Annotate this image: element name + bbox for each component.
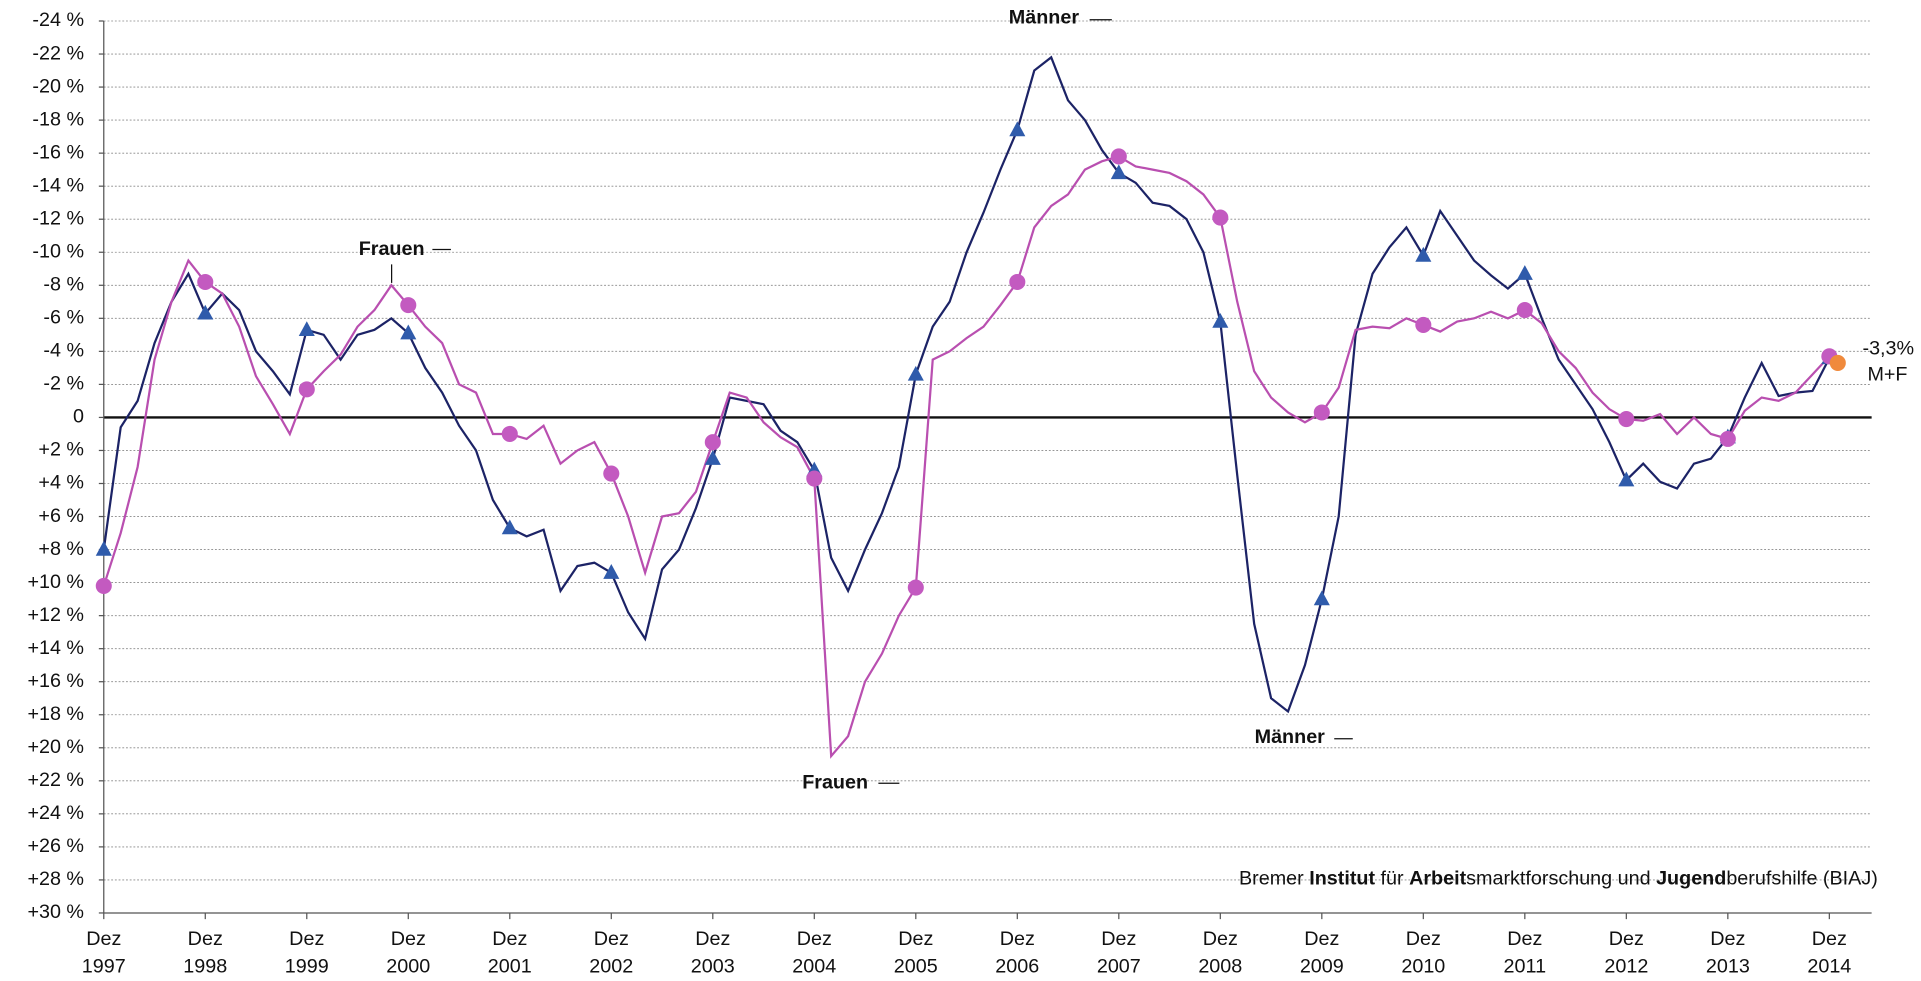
y-tick-label: +24 % [27,802,84,824]
y-tick-label: -16 % [32,141,84,163]
y-tick-label: -14 % [32,174,84,196]
x-tick-label: Dez 2013 [1705,929,1750,978]
marker [95,577,112,594]
marker [1516,265,1533,280]
y-tick-label: +30 % [27,901,84,923]
y-tick-label: -4 % [43,340,84,362]
point-marker [1829,354,1846,371]
x-tick-label: Dez 2009 [1299,929,1344,978]
marker [400,324,417,340]
x-tick-label: Dez 2004 [792,929,837,978]
marker [907,579,924,596]
x-tick-label: Dez 2010 [1401,929,1446,978]
marker [1212,312,1229,328]
y-tick-label: -10 % [32,240,84,262]
x-tick-label: Dez 2000 [386,929,431,978]
x-tick-label: Dez 2001 [487,929,532,978]
y-tick-label: -2 % [43,373,84,395]
series-line [102,155,1831,759]
x-tick-label: Dez 2008 [1198,929,1243,978]
y-tick-label: +26 % [27,835,84,857]
source-part: für [1375,868,1409,890]
marker [1110,148,1127,165]
marker [1618,411,1635,428]
annotation: Frauen [359,238,425,260]
y-tick-label: -12 % [32,207,84,229]
source-part: Bremer [1239,868,1309,890]
x-tick-label: Dez 1997 [81,929,126,978]
y-tick-label: -18 % [32,108,84,130]
x-tick-label: Dez 2007 [1096,929,1141,978]
y-tick-label: +2 % [38,439,84,461]
x-tick-label: Dez 1999 [284,929,329,978]
series-line [102,55,1831,714]
marker [704,450,721,465]
x-tick-label: Dez 2014 [1807,929,1852,978]
source: Bremer Institut für Arbeitsmarktforschun… [1239,868,1878,890]
source-part: Institut [1309,868,1375,890]
marker [603,564,620,579]
marker [704,434,721,451]
marker [1009,273,1026,291]
point-label: -3,3% [1863,338,1915,360]
marker [501,519,518,535]
marker [1313,404,1330,421]
marker [197,304,214,320]
y-tick-label: -8 % [43,274,84,296]
marker [298,321,315,337]
marker [400,297,417,314]
x-tick-label: Dez 2002 [589,929,634,978]
x-tick-label: Dez 2011 [1503,929,1547,978]
y-tick-label: +4 % [38,472,84,494]
y-tick-label: -24 % [32,9,84,31]
y-tick-label: +14 % [27,637,84,659]
marker [1009,121,1026,137]
x-tick-label: Dez 1998 [183,929,228,978]
marker [95,540,112,556]
y-tick-label: +12 % [27,604,84,626]
y-tick-label: +6 % [38,505,84,527]
x-tick-label: Dez 2006 [995,929,1040,978]
x-tick-label: Dez 2005 [893,929,938,978]
y-tick-label: +16 % [27,670,84,692]
y-tick-label: -22 % [32,42,84,64]
annotation: Männer [1255,726,1326,748]
marker [1212,209,1229,226]
source-part: smarktforschung und [1466,868,1656,890]
y-tick-label: 0 [73,406,84,428]
y-tick-label: +18 % [27,703,84,725]
marker [1415,316,1432,333]
marker [907,365,924,381]
x-tick-label: Dez 2012 [1604,929,1649,978]
y-tick-label: +20 % [27,736,84,758]
marker [1516,302,1533,319]
marker [298,381,315,398]
annotation: Männer [1009,7,1080,29]
y-tick-label: -6 % [43,307,84,329]
x-tick-label: Dez 2003 [690,929,735,978]
y-tick-label: +22 % [27,769,84,791]
marker [1415,246,1432,262]
source-part: Jugend [1656,868,1726,890]
marker [603,465,620,482]
marker [1110,164,1127,180]
marker [501,425,518,442]
y-tick-label: +28 % [27,868,84,890]
marker [1719,430,1736,447]
source-part: berufshilfe (BIAJ) [1726,868,1877,890]
marker [806,470,823,487]
point-name: M+F [1867,363,1907,385]
marker [1618,471,1635,487]
y-tick-label: +8 % [38,538,84,560]
source-part: Arbeit [1409,868,1466,890]
y-tick-label: -20 % [32,75,84,97]
annotation: Frauen [802,771,868,793]
y-tick-label: +10 % [27,571,84,593]
marker [1313,590,1330,606]
marker [197,273,214,291]
